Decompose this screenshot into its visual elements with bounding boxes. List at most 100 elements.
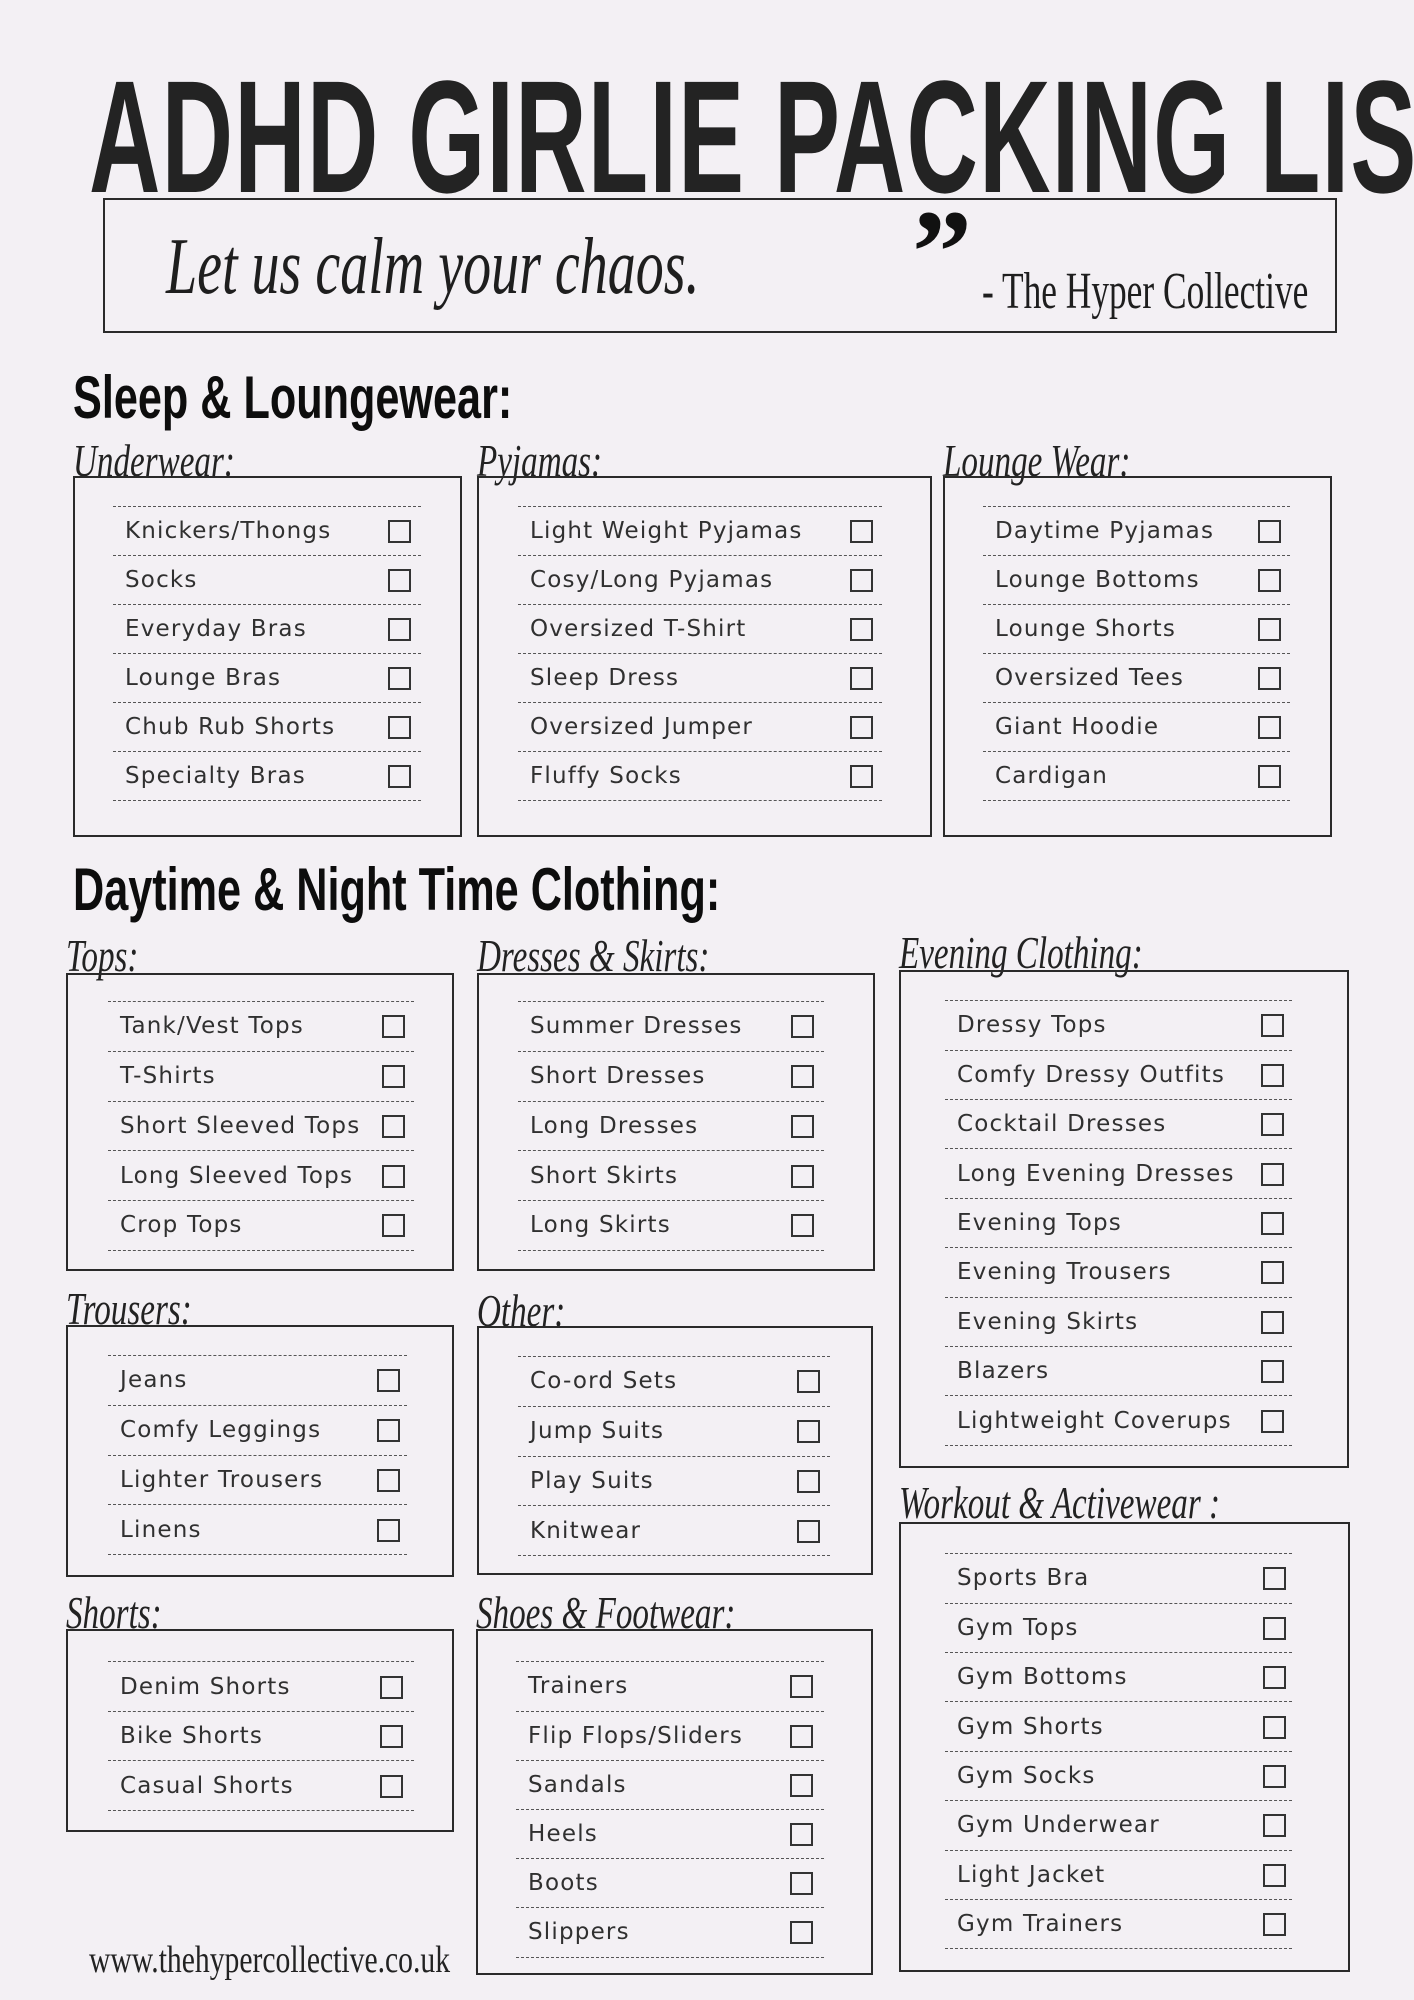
checkbox[interactable] [1263,1765,1286,1789]
list-item[interactable]: Summer Dresses [518,1002,824,1052]
checkbox[interactable] [377,1419,400,1443]
checkbox[interactable] [797,1420,820,1444]
checkbox[interactable] [1258,764,1281,788]
list-item[interactable]: Gym Shorts [945,1702,1292,1752]
checkbox[interactable] [377,1518,400,1542]
checkbox[interactable] [1261,1310,1284,1334]
checkbox[interactable] [1261,1113,1284,1137]
list-item[interactable]: Cardigan [983,752,1290,801]
list-item[interactable]: Cocktail Dresses [945,1100,1292,1150]
list-item[interactable]: Tank/Vest Tops [108,1002,414,1052]
checkbox[interactable] [382,1214,405,1238]
list-item[interactable]: Oversized Tees [983,654,1290,703]
checkbox[interactable] [1261,1261,1284,1285]
list-item[interactable]: Light Jacket [945,1851,1292,1901]
list-item[interactable]: Sleep Dress [518,654,882,703]
list-item[interactable]: Knickers/Thongs [113,507,421,556]
checkbox[interactable] [791,1114,814,1138]
checkbox[interactable] [382,1114,405,1138]
checkbox[interactable] [1258,568,1281,592]
checkbox[interactable] [790,1724,813,1748]
list-item[interactable]: Specialty Bras [113,752,421,801]
checkbox[interactable] [791,1065,814,1089]
list-item[interactable]: Play Suits [518,1457,830,1507]
checkbox[interactable] [797,1519,820,1543]
checkbox[interactable] [850,519,873,543]
list-item[interactable]: Co-ord Sets [518,1357,830,1407]
list-item[interactable]: Everyday Bras [113,605,421,654]
checkbox[interactable] [1263,1567,1286,1591]
checkbox[interactable] [790,1872,813,1896]
list-item[interactable]: Casual Shorts [108,1761,414,1811]
checkbox[interactable] [382,1015,405,1039]
list-item[interactable]: Long Skirts [518,1201,824,1251]
checkbox[interactable] [850,715,873,739]
list-item[interactable]: Dressy Tops [945,1001,1292,1051]
checkbox[interactable] [850,764,873,788]
list-item[interactable]: Lounge Bras [113,654,421,703]
list-item[interactable]: Gym Underwear [945,1801,1292,1851]
checkbox[interactable] [790,1921,813,1945]
list-item[interactable]: Giant Hoodie [983,703,1290,752]
list-item[interactable]: Chub Rub Shorts [113,703,421,752]
checkbox[interactable] [1263,1913,1286,1937]
checkbox[interactable] [1263,1666,1286,1690]
list-item[interactable]: Heels [516,1810,824,1860]
list-item[interactable]: Lightweight Coverups [945,1396,1292,1446]
list-item[interactable]: Knitwear [518,1506,830,1556]
checkbox[interactable] [388,617,411,641]
list-item[interactable]: Boots [516,1859,824,1909]
checkbox[interactable] [377,1369,400,1393]
checkbox[interactable] [790,1773,813,1797]
list-item[interactable]: Comfy Dressy Outfits [945,1051,1292,1101]
list-item[interactable]: Blazers [945,1347,1292,1397]
list-item[interactable]: Comfy Leggings [108,1406,407,1456]
list-item[interactable]: Fluffy Socks [518,752,882,801]
checkbox[interactable] [388,666,411,690]
list-item[interactable]: Evening Skirts [945,1298,1292,1348]
list-item[interactable]: Socks [113,556,421,605]
list-item[interactable]: Lounge Shorts [983,605,1290,654]
list-item[interactable]: Long Sleeved Tops [108,1151,414,1201]
checkbox[interactable] [1261,1014,1284,1038]
checkbox[interactable] [380,1675,403,1699]
checkbox[interactable] [850,617,873,641]
list-item[interactable]: Linens [108,1505,407,1555]
checkbox[interactable] [1261,1063,1284,1087]
checkbox[interactable] [1261,1212,1284,1236]
checkbox[interactable] [1258,715,1281,739]
list-item[interactable]: Bike Shorts [108,1712,414,1762]
checkbox[interactable] [388,568,411,592]
checkbox[interactable] [1263,1616,1286,1640]
checkbox[interactable] [1261,1162,1284,1186]
checkbox[interactable] [1258,519,1281,543]
list-item[interactable]: Long Dresses [518,1102,824,1152]
list-item[interactable]: Gym Bottoms [945,1653,1292,1703]
list-item[interactable]: Short Skirts [518,1151,824,1201]
list-item[interactable]: Long Evening Dresses [945,1149,1292,1199]
checkbox[interactable] [790,1675,813,1699]
checkbox[interactable] [790,1823,813,1847]
checkbox[interactable] [1263,1715,1286,1739]
list-item[interactable]: Flip Flops/Sliders [516,1712,824,1761]
checkbox[interactable] [797,1370,820,1394]
checkbox[interactable] [1263,1814,1286,1838]
checkbox[interactable] [797,1469,820,1493]
checkbox[interactable] [850,568,873,592]
list-item[interactable]: Denim Shorts [108,1662,414,1712]
checkbox[interactable] [382,1164,405,1188]
list-item[interactable]: Evening Trousers [945,1248,1292,1298]
checkbox[interactable] [377,1468,400,1492]
checkbox[interactable] [380,1725,403,1748]
list-item[interactable]: Jeans [108,1356,407,1406]
list-item[interactable]: Evening Tops [945,1199,1292,1249]
list-item[interactable]: Gym Socks [945,1752,1292,1802]
list-item[interactable]: Short Sleeved Tops [108,1102,414,1152]
checkbox[interactable] [850,666,873,690]
list-item[interactable]: Short Dresses [518,1052,824,1102]
website-link[interactable]: www.thehypercollective.co.uk [89,1939,451,1981]
checkbox[interactable] [380,1774,403,1798]
checkbox[interactable] [382,1065,405,1089]
checkbox[interactable] [791,1214,814,1238]
list-item[interactable]: Oversized Jumper [518,703,882,752]
